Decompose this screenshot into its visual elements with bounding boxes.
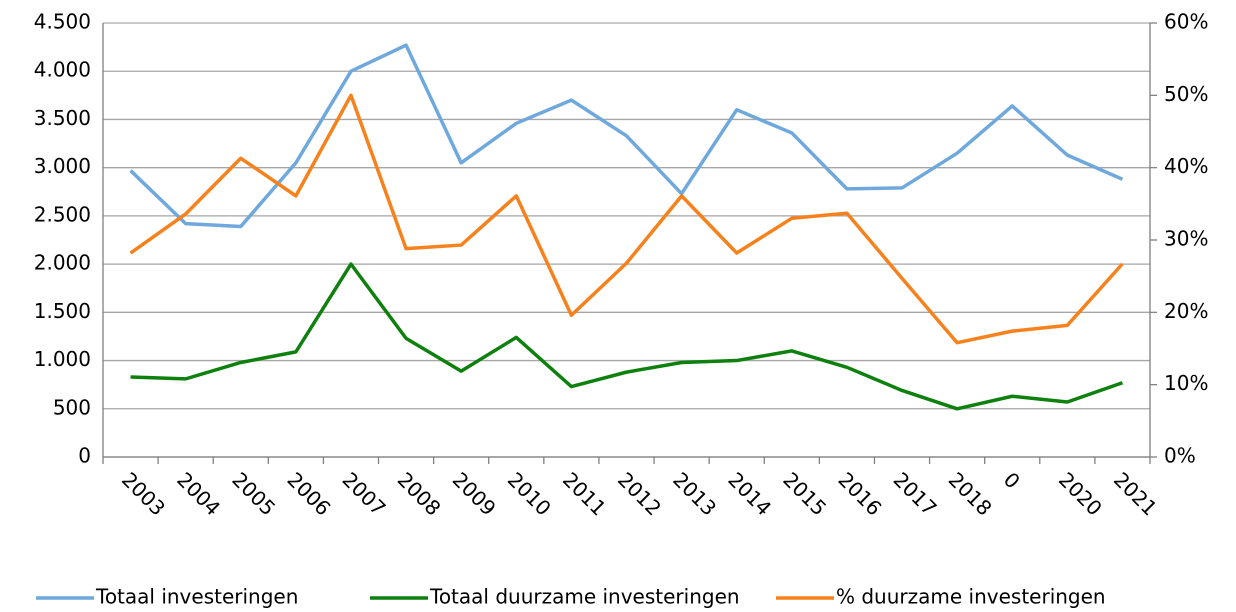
x-tick-label: 2005 [227, 467, 280, 520]
y-tick-label: 4.000 [34, 58, 91, 82]
x-tick-label: 2006 [282, 467, 335, 520]
y-tick-label: 2.000 [34, 251, 91, 275]
x-tick-label: 2018 [944, 467, 997, 520]
y-tick-label: 2.500 [34, 202, 91, 226]
y-tick-label: 3.500 [34, 106, 91, 130]
y-tick-label: 0 [78, 444, 91, 468]
x-tick-label: 2003 [117, 467, 170, 520]
x-tick-label: 2011 [558, 467, 611, 520]
x-tick-label: 2021 [1109, 467, 1162, 520]
y2-tick-label: 0% [1164, 444, 1196, 468]
x-tick-label: 2004 [172, 467, 225, 520]
series-line [129, 43, 1124, 229]
x-tick-label: 2014 [723, 467, 776, 520]
y-tick-label: 4.500 [34, 10, 91, 34]
series-line [129, 93, 1124, 345]
x-tick-label: 2015 [778, 467, 831, 520]
x-tick-label: 2008 [393, 467, 446, 520]
y2-tick-label: 10% [1164, 371, 1208, 395]
legend-label: Totaal investeringen [95, 585, 298, 609]
x-tick-label: 2012 [613, 467, 666, 520]
x-tick-label: 2016 [833, 467, 886, 520]
y2-tick-label: 20% [1164, 299, 1208, 323]
y2-tick-label: 40% [1164, 154, 1208, 178]
y2-tick-label: 60% [1164, 10, 1208, 34]
x-tick-label: 2010 [503, 467, 556, 520]
x-tick-label: 2009 [448, 467, 501, 520]
y2-tick-label: 50% [1164, 82, 1208, 106]
x-tick-label: 2017 [889, 467, 942, 520]
x-tick-label: 2020 [1054, 467, 1107, 520]
y-tick-label: 500 [53, 395, 91, 419]
y2-tick-label: 30% [1164, 227, 1208, 251]
y-tick-label: 1.000 [34, 347, 91, 371]
y-tick-label: 1.500 [34, 299, 91, 323]
y-tick-label: 3.000 [34, 154, 91, 178]
legend-label: Totaal duurzame investeringen [429, 585, 740, 609]
series-line [130, 262, 1124, 411]
x-tick-label: 0 [999, 467, 1025, 493]
legend-label: % duurzame investeringen [836, 585, 1106, 609]
x-tick-label: 2007 [338, 467, 391, 520]
x-tick-label: 2013 [668, 467, 721, 520]
